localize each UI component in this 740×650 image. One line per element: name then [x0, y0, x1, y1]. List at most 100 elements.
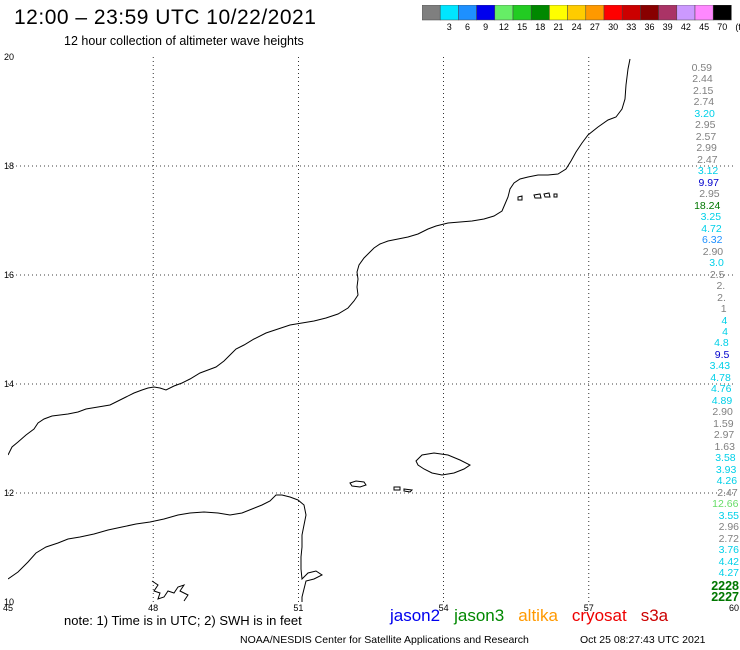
- island-socotra: [415, 452, 471, 476]
- wave-height-label: 2.47: [717, 486, 738, 499]
- color-bin: [585, 5, 605, 21]
- wave-height-label: 1.63: [714, 440, 735, 453]
- wave-height-label: 2.90: [702, 245, 724, 258]
- wave-height-label: 2.44: [692, 73, 713, 86]
- wave-height-label: 4: [722, 326, 728, 338]
- legend-entry-cryosat: cryosat: [571, 606, 627, 625]
- color-bin: [712, 5, 732, 21]
- wave-height-label: 2227: [711, 590, 739, 604]
- wave-height-label: 4.76: [711, 383, 732, 396]
- wave-height-label: 2.90: [712, 406, 733, 419]
- wave-height-label: 4.8: [714, 337, 729, 350]
- wave-height-label: 1: [720, 303, 727, 316]
- color-bin: [567, 5, 587, 21]
- wave-height-label: 2.95: [695, 119, 716, 132]
- longitude-tick-label: 60: [728, 603, 740, 613]
- wave-height-label: 2.5: [709, 268, 725, 281]
- wave-height-label: 4.42: [718, 555, 739, 568]
- longitude-tick-label: 54: [438, 603, 449, 613]
- color-bin-label: 3: [446, 22, 452, 32]
- legend-entry-s3a: s3a: [640, 606, 669, 625]
- color-scale-unit: (ft): [735, 22, 740, 32]
- color-bin: [530, 5, 550, 21]
- wave-height-label: 4: [721, 314, 728, 327]
- wave-height-label: 1.59: [713, 417, 734, 430]
- wave-height-label: 4.26: [716, 475, 738, 488]
- legend-entry-jason2: jason2: [390, 606, 441, 625]
- wave-height-label: 3.93: [715, 463, 737, 476]
- map-area: [8, 57, 734, 602]
- color-bin-label: 70: [717, 22, 728, 32]
- wave-height-label: 4.27: [718, 567, 739, 580]
- color-bin-label: 24: [571, 22, 582, 32]
- satellite-legend: jason2 jason3 altika cryosat s3a: [390, 606, 682, 626]
- wave-height-label: 4.89: [711, 394, 733, 407]
- wave-height-label: 9.97: [698, 176, 719, 189]
- color-bin: [621, 5, 641, 21]
- color-bin-label: 21: [553, 22, 564, 32]
- coastline-arabia: [8, 58, 631, 456]
- wave-height-label: 2.72: [718, 532, 739, 545]
- latitude-tick-label: 14: [4, 379, 15, 389]
- color-bin: [549, 5, 568, 21]
- chart-subtitle: 12 hour collection of altimeter wave hei…: [64, 34, 304, 48]
- wave-height-label: 6.32: [701, 234, 723, 247]
- color-bin: [439, 5, 459, 21]
- wave-height-label: 12.66: [712, 498, 739, 511]
- latitude-tick-label: 10: [4, 597, 15, 607]
- color-bin-label: 18: [535, 22, 546, 32]
- longitude-tick-label: 45: [2, 603, 14, 613]
- longitude-tick-label: 57: [583, 603, 594, 613]
- wave-height-label: 2.15: [692, 84, 714, 97]
- color-bin: [603, 5, 623, 21]
- wave-height-label: 2.: [716, 280, 726, 293]
- color-bin: [458, 5, 477, 21]
- color-bin-label: 12: [498, 22, 509, 32]
- coastline-africa: [8, 494, 323, 602]
- wave-height-label: 4.72: [701, 222, 722, 235]
- color-bin-label: 36: [644, 22, 655, 32]
- wave-height-label: 2.97: [713, 429, 735, 442]
- color-bin-label: 45: [699, 22, 710, 32]
- latitude-tick-label: 12: [4, 488, 15, 498]
- wave-height-label: 2.99: [696, 142, 717, 155]
- color-bin-label: 6: [464, 22, 471, 32]
- island-darsah: [403, 488, 414, 493]
- wave-height-label: 3.76: [718, 544, 739, 557]
- wave-height-label: 3.12: [697, 165, 719, 178]
- wave-height-label: 9.5: [714, 348, 730, 361]
- color-bin-label: 33: [626, 22, 637, 32]
- somali-coast-feature: [151, 580, 189, 602]
- generation-timestamp: Oct 25 08:27:43 UTC 2021: [580, 634, 706, 646]
- color-bin-label: 15: [517, 22, 528, 32]
- wave-height-label: 2.: [717, 291, 726, 304]
- latitude-tick-label: 16: [4, 270, 15, 280]
- coastline: [8, 58, 631, 602]
- latitude-tick-label: 18: [4, 161, 15, 171]
- color-bin-label: 39: [662, 22, 673, 32]
- color-bin: [694, 5, 714, 21]
- wave-height-label: 3.55: [718, 509, 739, 522]
- wave-height-label: 3.0: [709, 257, 724, 270]
- color-bin-label: 9: [483, 22, 489, 32]
- wave-height-label: 2.74: [693, 96, 715, 109]
- wave-height-label: 3.25: [700, 211, 722, 224]
- color-bin: [640, 5, 659, 21]
- legend-entry-altika: altika: [518, 606, 558, 625]
- island-abd-al-kuri: [349, 480, 367, 488]
- color-bin: [476, 5, 496, 21]
- latitude-tick-label: 20: [4, 52, 15, 62]
- map-gridlines: [8, 57, 734, 602]
- wave-height-label: 2.47: [697, 153, 718, 166]
- color-bin-label: 30: [608, 22, 619, 32]
- wave-height-label: 2.96: [718, 521, 739, 534]
- longitude-tick-label: 51: [293, 603, 304, 613]
- color-bin: [494, 5, 514, 21]
- chart-title: 12:00 – 23:59 UTC 10/22/2021: [14, 6, 317, 29]
- wave-height-label: 18.24: [694, 199, 721, 212]
- footnote: note: 1) Time is in UTC; 2) SWH is in fe…: [64, 613, 302, 628]
- longitude-tick-label: 48: [148, 603, 159, 613]
- wave-height-label: 2.95: [699, 188, 720, 201]
- color-bin: [512, 5, 532, 21]
